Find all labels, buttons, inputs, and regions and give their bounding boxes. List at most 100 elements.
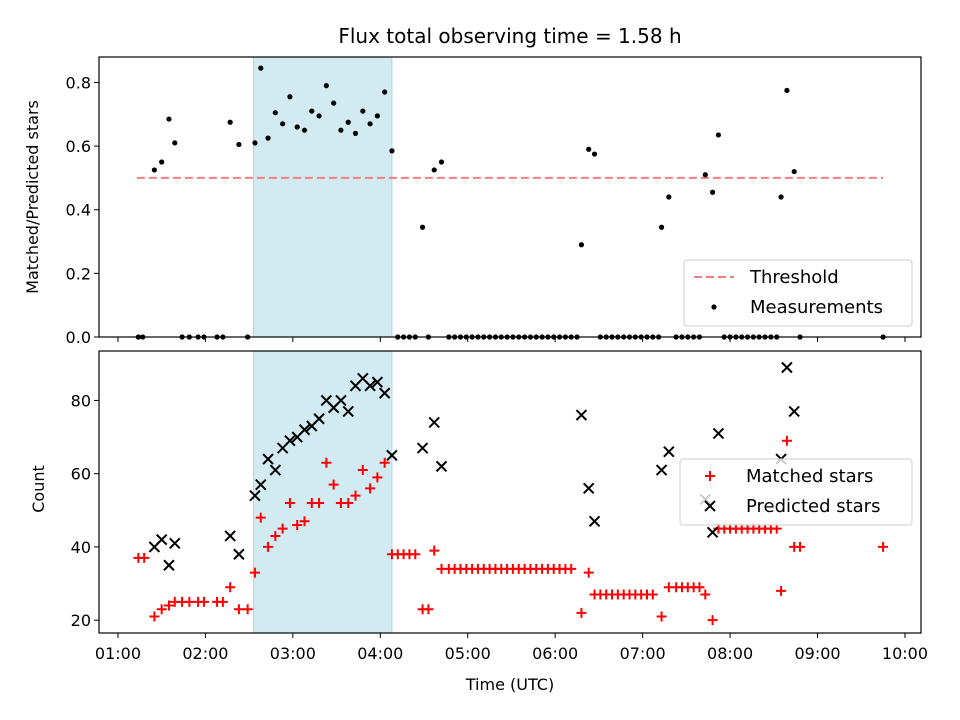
matched-star-point xyxy=(429,545,440,556)
measurement-point xyxy=(272,110,278,116)
matched-star-point xyxy=(781,435,792,446)
measurement-point xyxy=(389,148,395,154)
axes-frame xyxy=(98,56,922,338)
matched-star-point xyxy=(878,541,889,552)
matched-star-point xyxy=(350,490,361,501)
measurement-point xyxy=(280,121,286,127)
predicted-star-point xyxy=(262,453,274,465)
measurement-point xyxy=(578,242,585,248)
measurement-point xyxy=(301,127,308,133)
matched-star-point xyxy=(163,600,174,611)
matched-star-point xyxy=(277,523,288,534)
matched-star-point xyxy=(566,563,577,574)
x-tick-label: 06:00 xyxy=(532,644,578,663)
y-axis-label-count: Count xyxy=(29,465,48,513)
measurement-point xyxy=(352,130,359,136)
y-tick-label: 20 xyxy=(71,611,91,630)
predicted-star-point xyxy=(298,424,311,436)
bottom-panel-counts: 20 40 60 80 01:00 02:00 03:00 04:00 05:00 06:00 07… xyxy=(71,350,928,663)
measurement-point xyxy=(316,113,322,119)
x-tick-label: 08:00 xyxy=(707,644,753,663)
measurement-point xyxy=(778,194,784,200)
predicted-star-point xyxy=(169,537,181,549)
measurement-point xyxy=(438,159,445,165)
shaded-interval xyxy=(252,56,393,338)
measurement-point xyxy=(338,127,344,133)
matched-star-point xyxy=(343,497,354,508)
predicted-star-point xyxy=(378,387,391,399)
matched-star-point xyxy=(284,497,295,508)
matched-star-point xyxy=(184,596,195,607)
matched-star-point xyxy=(198,596,209,607)
predicted-star-point xyxy=(269,464,282,476)
predicted-star-point xyxy=(582,482,595,495)
matched-star-point xyxy=(795,541,806,552)
predicted-star-point xyxy=(313,413,325,425)
predicted-star-point xyxy=(335,394,347,407)
matched-star-point xyxy=(423,604,434,615)
predicted-star-point xyxy=(781,361,793,374)
predicted-star-point xyxy=(712,427,725,440)
matched-star-point xyxy=(357,465,368,476)
matched-star-point xyxy=(700,589,711,600)
matched-star-point xyxy=(328,479,339,490)
measurement-point xyxy=(784,87,790,94)
measurement-point xyxy=(658,224,665,230)
matched-star-point xyxy=(255,512,266,523)
measurement-point xyxy=(265,135,271,141)
measurement-point xyxy=(431,167,437,173)
matched-star-point xyxy=(656,611,667,622)
matched-star-point xyxy=(379,457,390,468)
x-tick-label: 02:00 xyxy=(182,644,228,663)
legend-threshold-label: Threshold xyxy=(749,267,839,288)
matched-star-point xyxy=(139,552,150,563)
measurement-point xyxy=(345,119,351,125)
predicted-star-point xyxy=(416,442,429,454)
measurement-point xyxy=(702,172,708,178)
measurement-point xyxy=(374,113,380,119)
predicted-star-point xyxy=(342,405,354,418)
legend-matched-swatch xyxy=(705,471,715,481)
matched-star-point xyxy=(292,519,303,530)
measurement-point xyxy=(227,119,233,125)
measurement-point xyxy=(309,108,315,114)
matched-star-point xyxy=(249,567,260,578)
matched-star-point xyxy=(270,530,281,541)
matched-star-point xyxy=(314,497,325,508)
y-tick-label: 40 xyxy=(71,538,91,557)
measurement-point xyxy=(294,124,300,130)
measurement-point xyxy=(586,146,592,152)
measurement-point xyxy=(382,89,388,95)
matched-star-point xyxy=(321,457,332,468)
measurement-point xyxy=(323,83,329,89)
y-tick-label: 0.2 xyxy=(66,264,91,283)
predicted-star-point xyxy=(663,446,675,458)
matched-star-point xyxy=(263,541,274,552)
legend-predicted-label: Predicted stars xyxy=(746,496,880,517)
predicted-star-point xyxy=(428,416,440,429)
predicted-star-point xyxy=(249,489,261,502)
measurement-point xyxy=(172,140,178,146)
predicted-star-point xyxy=(284,435,296,447)
predicted-star-point xyxy=(224,530,236,542)
predicted-star-point xyxy=(386,449,398,462)
predicted-star-point xyxy=(575,409,588,421)
measurement-point xyxy=(591,151,598,157)
measurement-point xyxy=(715,132,722,138)
y-tick-label: 0.0 xyxy=(66,328,91,347)
chart-title: Flux total observing time = 1.58 h xyxy=(338,24,681,48)
predicted-star-point xyxy=(588,515,601,528)
measurement-point xyxy=(367,121,373,127)
x-tick-label: 01:00 xyxy=(95,644,141,663)
x-tick-label: 03:00 xyxy=(270,644,316,663)
shaded-interval xyxy=(252,350,393,634)
measurement-point xyxy=(331,100,337,106)
predicted-star-point xyxy=(255,478,267,491)
y-axis-label-ratio: Matched/Predicted stars xyxy=(23,100,42,294)
measurement-point xyxy=(791,168,797,175)
matched-star-point xyxy=(365,483,376,494)
x-tick-label: 10:00 xyxy=(882,644,928,663)
measurement-point xyxy=(360,108,366,114)
matched-star-point xyxy=(242,604,253,615)
